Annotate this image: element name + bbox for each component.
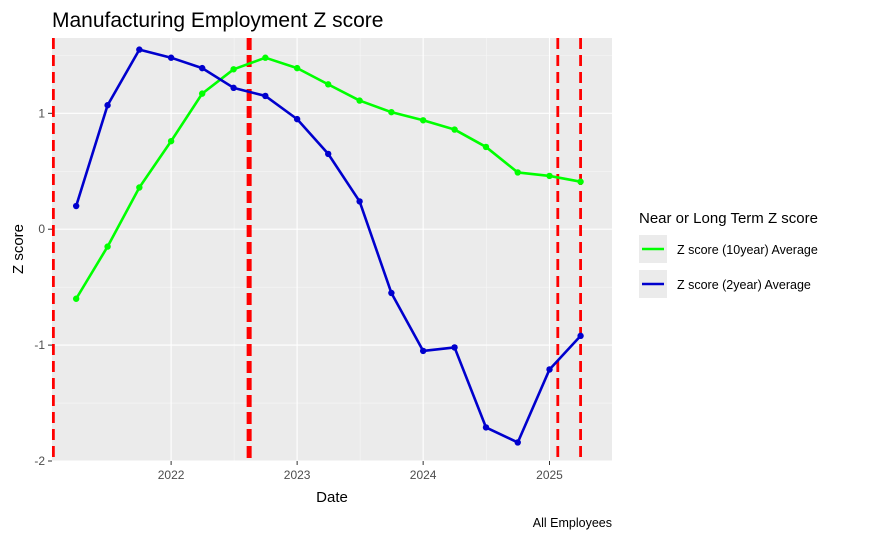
y-tick-label: -2 — [34, 454, 45, 468]
data-point — [356, 97, 363, 104]
data-point — [577, 178, 584, 185]
data-point — [262, 92, 269, 100]
x-tick-label: 2024 — [410, 468, 437, 482]
data-point — [230, 66, 237, 73]
chart-title: Manufacturing Employment Z score — [52, 9, 383, 32]
data-point — [451, 344, 458, 351]
caption: All Employees — [533, 516, 612, 530]
legend-label: Z score (2year) Average — [677, 278, 811, 292]
x-axis-ticks: 2022 2023 2024 2025 — [158, 461, 563, 482]
data-point — [546, 366, 553, 373]
y-tick-label: -1 — [34, 338, 45, 352]
data-point — [262, 54, 269, 61]
data-point — [356, 198, 363, 205]
data-point — [167, 54, 175, 61]
y-axis-label: Z score — [10, 224, 27, 274]
data-point — [482, 424, 490, 431]
data-point — [546, 172, 553, 180]
data-point — [72, 202, 80, 210]
data-point — [293, 115, 301, 123]
data-point — [325, 81, 332, 88]
data-point — [198, 90, 206, 97]
y-tick-label: 0 — [38, 222, 45, 236]
series-group — [72, 46, 584, 446]
data-point — [577, 332, 584, 340]
data-point — [198, 64, 206, 72]
data-point — [293, 64, 301, 72]
data-point — [388, 289, 395, 297]
data-point — [419, 117, 427, 124]
data-point — [419, 347, 427, 355]
y-tick-label: 1 — [38, 106, 45, 120]
data-point — [104, 243, 111, 250]
data-point — [167, 137, 175, 145]
x-tick-label: 2025 — [536, 468, 563, 482]
data-point — [136, 184, 143, 191]
data-point — [451, 126, 458, 133]
data-point — [388, 108, 395, 116]
legend-label: Z score (10year) Average — [677, 243, 818, 257]
legend-title: Near or Long Term Z score — [639, 210, 818, 227]
data-point — [72, 295, 80, 302]
data-point — [230, 84, 237, 92]
vertical-markers — [51, 38, 582, 461]
data-point — [514, 439, 521, 446]
data-point — [482, 143, 490, 151]
x-tick-label: 2023 — [284, 468, 311, 482]
x-axis-label: Date — [316, 489, 348, 506]
data-point — [136, 46, 143, 53]
data-point — [514, 169, 521, 176]
data-point — [104, 102, 111, 109]
legend: Near or Long Term Z score Z score (10yea… — [639, 210, 818, 298]
plot-panel — [52, 38, 612, 461]
y-axis-ticks: -2 -1 0 1 — [34, 106, 52, 468]
x-tick-label: 2022 — [158, 468, 185, 482]
grid — [52, 38, 612, 462]
data-point — [325, 150, 332, 158]
